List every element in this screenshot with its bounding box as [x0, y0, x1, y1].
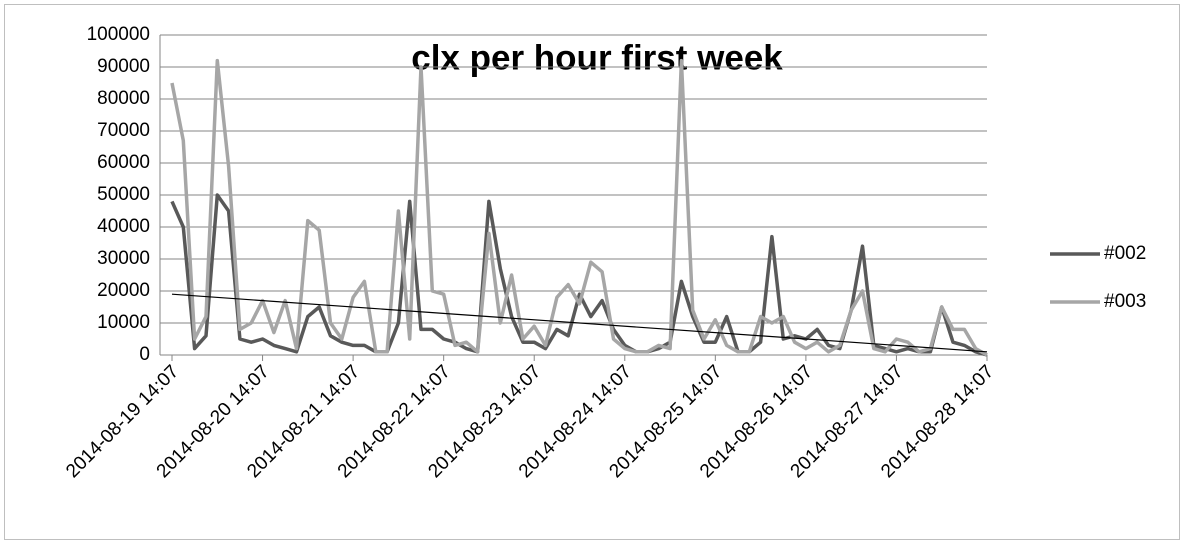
y-tick-label: 30000: [97, 248, 150, 269]
chart-title: clx per hour first week: [411, 38, 783, 77]
y-tick-label: 40000: [97, 216, 150, 237]
y-tick-label: 0: [139, 344, 150, 365]
legend-label: #002: [1104, 243, 1146, 264]
legend-label: #003: [1104, 291, 1146, 312]
y-tick-label: 50000: [97, 184, 150, 205]
y-tick-label: 90000: [97, 56, 150, 77]
y-tick-label: 100000: [87, 24, 150, 45]
y-tick-label: 20000: [97, 280, 150, 301]
y-tick-label: 70000: [97, 120, 150, 141]
y-tick-label: 60000: [97, 152, 150, 173]
y-tick-label: 10000: [97, 312, 150, 333]
trend-line: [171, 293, 988, 353]
chart-frame: [4, 4, 1180, 540]
series-line: [170, 58, 988, 357]
y-tick-label: 80000: [97, 88, 150, 109]
